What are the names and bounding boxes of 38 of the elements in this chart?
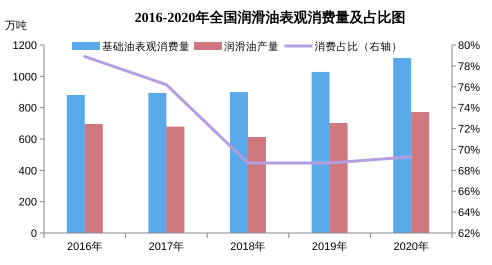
y-tick-label: 0 [30,228,37,240]
legend-label: 基础油表观消费量 [102,40,190,53]
y2-tick-label: 78% [458,60,480,73]
bar [166,126,184,233]
y-tick-label: 600 [18,134,37,146]
y2-tick-label: 72% [458,124,480,136]
chart-title: 2016-2020年全国润滑油表观消费量及占比图 [134,9,406,26]
bar [393,58,412,233]
bar [248,136,266,233]
bar [66,94,85,233]
x-tick-label: 2020年 [393,241,429,253]
y-axis-title: 万吨 [5,19,27,32]
y2-tick-label: 64% [458,207,480,220]
legend-label: 润滑油产量 [224,40,279,53]
y2-tick-label: 74% [458,102,480,115]
y2-tick-label: 70% [458,144,480,156]
y-tick-label: 400 [18,165,37,178]
bar [230,92,248,233]
bar [148,92,166,233]
y2-tick-label: 68% [458,165,480,178]
bar [84,124,103,233]
bar [312,72,330,233]
bar [411,112,430,233]
bar [330,123,348,233]
y2-tick-label: 80% [458,40,480,52]
y-tick-label: 1000 [12,71,37,84]
y-tick-label: 800 [18,102,37,115]
line-series [83,54,413,165]
y-tick-label: 1200 [12,40,37,52]
x-tick-label: 2018年 [230,241,266,253]
legend-label: 消费占比（右轴） [314,40,402,53]
x-tick-label: 2016年 [67,241,103,253]
y-tick-label: 200 [18,196,37,209]
y2-tick-label: 62% [458,228,480,240]
x-tick-label: 2019年 [312,241,348,253]
y2-tick-label: 66% [458,186,480,198]
y2-tick-label: 76% [458,82,480,94]
x-tick-label: 2017年 [148,241,184,253]
